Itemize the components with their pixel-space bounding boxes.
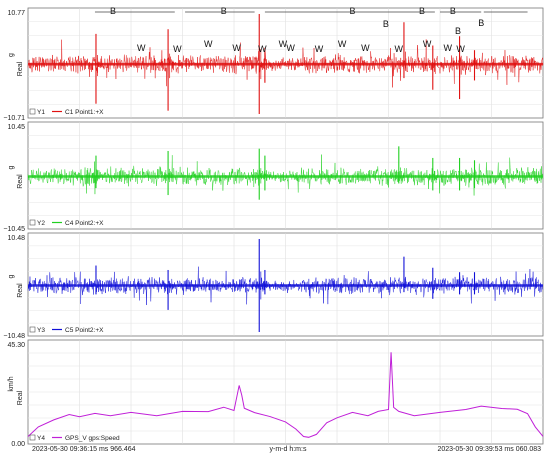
x-axis-start-label: 2023-05-30 09:36:15 ms 966.464 bbox=[32, 446, 136, 453]
y-max-tick-label: 10.45 bbox=[7, 124, 25, 131]
event-label-w: W bbox=[258, 44, 267, 54]
y-axis-real-label: Real bbox=[17, 61, 24, 76]
event-label-w: W bbox=[423, 39, 432, 49]
event-label-w: W bbox=[279, 39, 288, 49]
y-max-tick-label: 10.77 bbox=[7, 10, 25, 17]
event-label-w: W bbox=[443, 43, 452, 53]
legend-axis-label: Y1 bbox=[37, 109, 45, 116]
event-label-w: W bbox=[338, 39, 347, 49]
legend-axis-label: Y4 bbox=[37, 435, 45, 442]
legend-checkbox bbox=[29, 434, 36, 441]
x-axis: 2023-05-30 09:36:15 ms 966.464 y-m-d h:m… bbox=[32, 446, 541, 453]
speed-line bbox=[27, 352, 544, 438]
legend-checkbox bbox=[29, 219, 36, 226]
y-max-tick-label: 45.30 bbox=[7, 342, 25, 349]
event-label-w: W bbox=[137, 43, 146, 53]
signal-trace bbox=[27, 266, 544, 306]
event-label-b: B bbox=[419, 6, 425, 16]
y-min-tick-label: −10.48 bbox=[3, 333, 25, 340]
y-axis-real-label: Real bbox=[17, 174, 24, 189]
signal-trace bbox=[27, 154, 544, 196]
legend-series-label: C1 Point1:+X bbox=[65, 109, 104, 116]
y-axis-unit-label: km/h bbox=[8, 376, 15, 391]
event-label-b: B bbox=[455, 26, 461, 36]
y-axis-unit-label: g bbox=[8, 165, 15, 169]
y-axis-real-label: Real bbox=[17, 390, 24, 405]
signal-trace bbox=[27, 39, 544, 88]
y-min-tick-label: 0.00 bbox=[11, 441, 25, 448]
legend-series-label: C5 Point2:+X bbox=[65, 327, 104, 334]
legend-checkbox bbox=[29, 326, 36, 333]
event-label-b: B bbox=[450, 6, 456, 16]
panel-2: 10.45 −10.45 g Real Y2 C4 Point2:+X bbox=[3, 121, 544, 233]
y-axis-unit-label: g bbox=[8, 53, 15, 57]
event-label-w: W bbox=[315, 44, 324, 54]
event-label-b: B bbox=[349, 6, 355, 16]
x-axis-unit-label: y-m-d h:m:s bbox=[270, 446, 307, 453]
legend-axis-label: Y2 bbox=[37, 220, 45, 227]
event-label-b: B bbox=[383, 19, 389, 29]
event-label-b: B bbox=[110, 6, 116, 16]
y-axis-real-label: Real bbox=[17, 283, 24, 298]
event-label-w: W bbox=[456, 44, 465, 54]
event-label-b: B bbox=[221, 6, 227, 16]
event-label-w: W bbox=[361, 43, 370, 53]
legend-checkbox bbox=[29, 108, 36, 115]
y-min-tick-label: −10.45 bbox=[3, 226, 25, 233]
event-label-w: W bbox=[395, 44, 404, 54]
y-axis-unit-label: g bbox=[8, 274, 15, 278]
event-label-w: W bbox=[204, 39, 213, 49]
panel-3: 10.48 −10.48 g Real Y3 C5 Point2:+X bbox=[3, 232, 544, 340]
event-label-b: B bbox=[478, 18, 484, 28]
legend-series-label: C4 Point2:+X bbox=[65, 220, 104, 227]
event-label-w: W bbox=[173, 44, 182, 54]
y-max-tick-label: 10.48 bbox=[7, 235, 25, 242]
legend-axis-label: Y3 bbox=[37, 327, 45, 334]
y-min-tick-label: −10.71 bbox=[3, 115, 25, 122]
event-label-w: W bbox=[232, 43, 241, 53]
x-axis-end-label: 2023-05-30 09:39:53 ms 060.083 bbox=[437, 446, 541, 453]
legend-series-label: GPS_V gps:Speed bbox=[65, 435, 120, 442]
event-label-w: W bbox=[286, 43, 295, 53]
